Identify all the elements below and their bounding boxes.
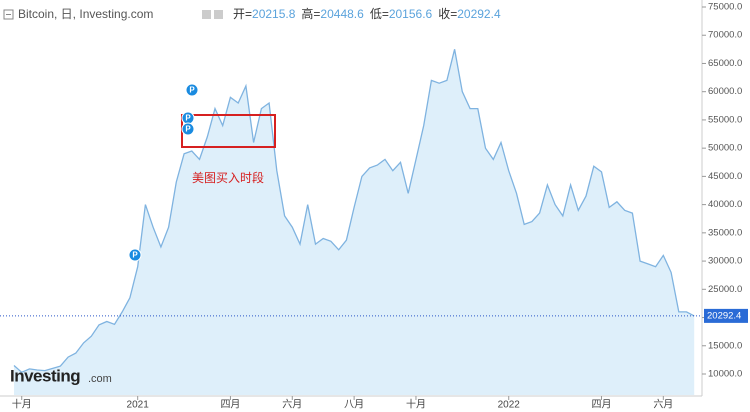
x-tick-label: 2021 <box>127 400 150 411</box>
event-marker-label: P <box>185 114 191 123</box>
logo: Investing <box>10 366 80 385</box>
x-tick-label: 十月 <box>406 398 426 411</box>
chart-title: Bitcoin, 日, Investing.com <box>18 7 153 21</box>
event-marker <box>128 248 142 262</box>
ohlc-label: 开= <box>233 7 252 21</box>
plot-area <box>13 49 695 396</box>
event-marker-label: P <box>189 86 195 95</box>
y-tick-label: 75000.0 <box>708 2 742 13</box>
y-tick-label: 15000.0 <box>708 340 742 351</box>
settings-icon[interactable] <box>214 10 223 19</box>
y-tick-label: 35000.0 <box>708 227 742 238</box>
x-tick-label: 2022 <box>498 400 521 411</box>
settings-icon[interactable] <box>202 10 211 19</box>
ohlc-value: 20215.8 <box>252 7 296 21</box>
ohlc-label: 低= <box>370 7 389 21</box>
y-tick-label: 70000.0 <box>708 30 742 41</box>
ohlc-value: 20448.6 <box>320 7 364 21</box>
ohlc-value: 20292.4 <box>457 7 501 21</box>
event-marker <box>185 83 199 97</box>
logo-suffix: .com <box>88 373 112 385</box>
x-tick-label: 六月 <box>282 399 302 411</box>
line <box>13 49 695 374</box>
x-tick-label: 四月 <box>591 399 611 411</box>
ohlc-readout: 开= 20215.8 高= 20448.6 低= 20156.6 收= 20292.4 <box>233 6 501 21</box>
y-tick-label: 65000.0 <box>708 58 742 69</box>
last-price-label: 20292.4 <box>707 310 741 321</box>
annotation-text: 美图买入时段 <box>192 170 264 185</box>
x-tick-label: 四月 <box>220 399 240 411</box>
y-tick-label: 10000.0 <box>708 369 742 380</box>
collapse-icon[interactable] <box>3 9 14 20</box>
event-marker-label: P <box>185 125 191 134</box>
event-marker <box>181 122 195 136</box>
ohlc-label: 高= <box>301 6 320 21</box>
y-tick-label: 45000.0 <box>708 171 742 182</box>
y-tick-label: 60000.0 <box>708 86 742 97</box>
last-price-tag <box>704 308 748 323</box>
y-tick-label: 25000.0 <box>708 284 742 295</box>
area <box>14 49 695 396</box>
x-tick-label: 八月 <box>344 399 364 411</box>
y-tick-label: 30000.0 <box>708 256 742 267</box>
y-tick-label: 50000.0 <box>708 143 742 154</box>
x-tick-label: 十月 <box>12 398 32 411</box>
ohlc-label: 收= <box>438 7 457 21</box>
y-tick-label: 55000.0 <box>708 114 742 125</box>
x-tick-label: 六月 <box>653 399 673 411</box>
y-tick-label: 40000.0 <box>708 199 742 210</box>
event-marker-label: P <box>132 251 138 260</box>
ohlc-value: 20156.6 <box>389 7 433 21</box>
